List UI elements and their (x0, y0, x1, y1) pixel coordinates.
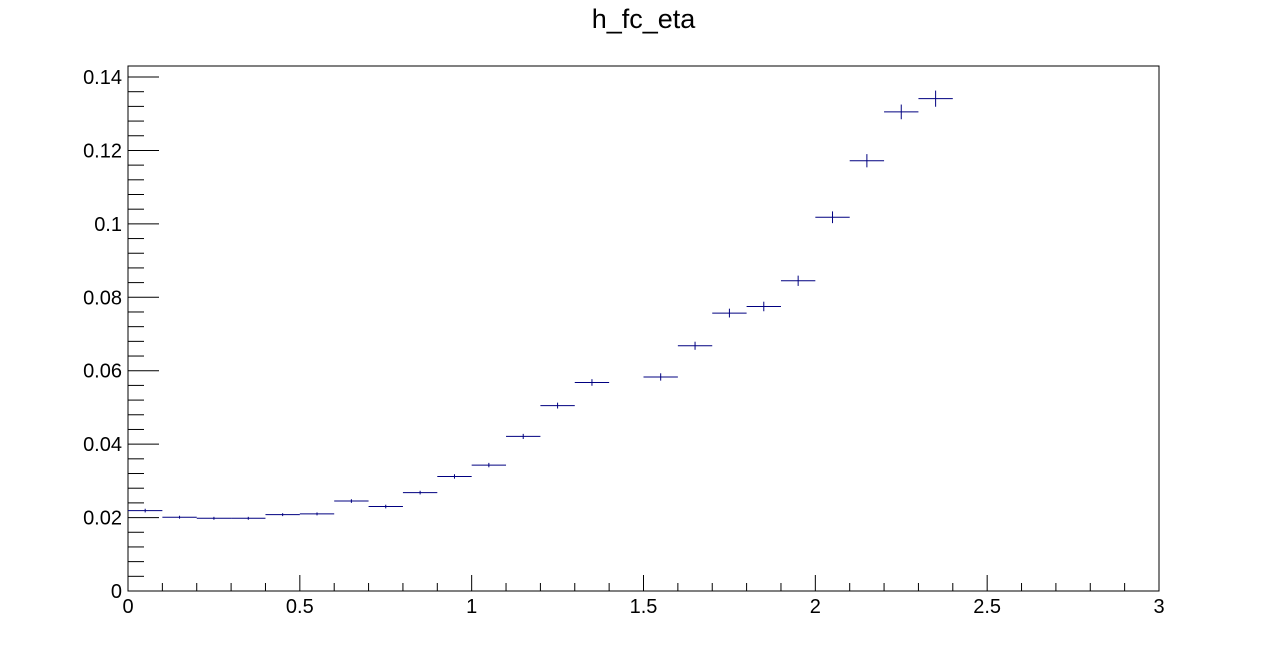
x-tick-label: 2.5 (973, 596, 1001, 618)
data-point (712, 308, 747, 318)
y-tick-label: 0.06 (83, 361, 122, 383)
y-axis-ticks (128, 76, 159, 592)
data-point (471, 462, 507, 468)
data-point (918, 90, 953, 107)
x-tick-label: 2 (810, 596, 821, 618)
x-tick-label: 1.5 (630, 596, 658, 618)
x-tick-label: 1 (466, 596, 477, 618)
y-tick-label: 0.12 (83, 140, 122, 162)
data-point (780, 275, 816, 286)
y-axis-tick-labels: 0 0.02 0.04 0.06 0.08 0.1 0.12 0.14 (83, 67, 122, 603)
x-tick-label: 3 (1153, 596, 1164, 618)
data-point (231, 516, 266, 520)
y-tick-label: 0.02 (83, 508, 122, 530)
data-point (815, 211, 850, 224)
data-point (849, 154, 885, 168)
data-point (265, 513, 300, 517)
data-point (299, 512, 335, 516)
data-point (506, 433, 541, 440)
data-points (128, 90, 953, 520)
y-tick-label: 0.14 (83, 67, 122, 89)
chart-title: h_fc_eta (591, 4, 696, 34)
data-point (574, 379, 610, 386)
data-point (884, 104, 919, 120)
data-point (368, 504, 403, 509)
data-point (643, 373, 678, 381)
y-tick-label: 0.04 (83, 434, 122, 456)
data-point (437, 474, 472, 479)
data-point (196, 516, 232, 520)
data-point (162, 515, 197, 519)
data-point (677, 341, 713, 350)
data-point (128, 508, 163, 513)
y-tick-label: 0.1 (94, 214, 122, 236)
x-tick-label: 0.5 (286, 596, 314, 618)
data-point (746, 301, 781, 312)
x-axis-tick-labels: 0 0.5 1 1.5 2 2.5 3 (122, 596, 1164, 618)
x-tick-label: 0 (122, 596, 133, 618)
data-point (334, 499, 369, 503)
y-tick-label: 0 (111, 581, 122, 603)
data-point (540, 402, 575, 409)
plot-frame (127, 65, 1160, 592)
data-point (402, 490, 438, 495)
x-axis-ticks (127, 575, 1160, 591)
y-tick-label: 0.08 (83, 287, 122, 309)
